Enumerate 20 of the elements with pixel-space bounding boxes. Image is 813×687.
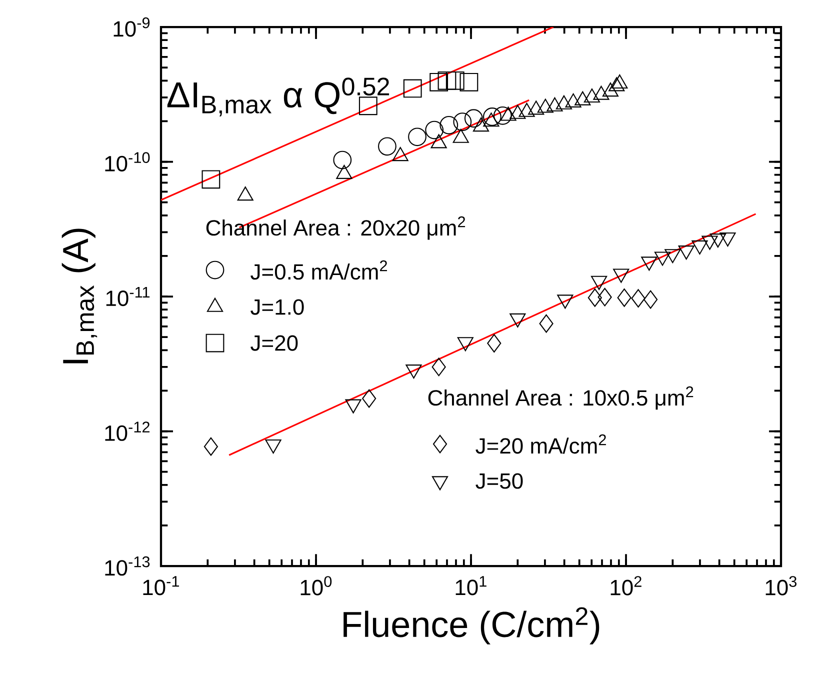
y-tick-label: 10$^{-11}$ — [106, 286, 150, 306]
x-tick-label: 10$^{-1}$ — [143, 576, 179, 596]
y-tick-label: 10$^{-10}$ — [105, 152, 150, 172]
annotation: ΔI$_{B,max}$ α Q$^{0.52}$ — [167, 78, 390, 116]
x-axis-title: Fluence (C/cm$^{2}$) — [344, 607, 600, 644]
legend-label: J=20 — [250, 335, 298, 351]
y-tick-label: 10$^{-13}$ — [105, 556, 150, 576]
y-tick-label: 10$^{-12}$ — [105, 422, 150, 441]
legend-label: J=50 — [476, 473, 523, 489]
x-tick-label: 10$^{3}$ — [766, 576, 797, 596]
annotation: Channel Area : 10x0.5 μm$^{2}$ — [428, 386, 694, 410]
annotation: Channel Area : 20x20 μm$^{2}$ — [206, 216, 466, 240]
y-tick-label: 10$^{-9}$ — [114, 17, 150, 37]
legend-label: J=20 mA/cm$^{2}$ — [476, 434, 606, 454]
legend-label: J=1.0 — [250, 299, 304, 315]
legend-label: J=0.5 mA/cm$^{2}$ — [250, 260, 387, 280]
x-tick-label: 10$^{2}$ — [610, 576, 642, 596]
y-axis-title: I$_{B,max}$ (A) — [62, 228, 98, 364]
x-tick-label: 10$^{0}$ — [300, 576, 332, 596]
x-tick-label: 10$^{1}$ — [456, 576, 486, 596]
